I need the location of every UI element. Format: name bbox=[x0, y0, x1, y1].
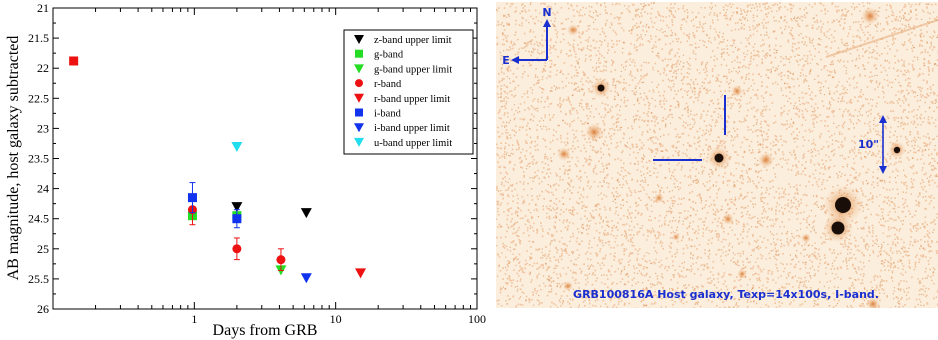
scale-bar: 10" bbox=[858, 115, 887, 174]
legend-label-g-band: g-band bbox=[374, 50, 404, 61]
z-band-upper-limit-point bbox=[231, 202, 243, 213]
image-caption: GRB100816A Host galaxy, Texp=14x100s, I-… bbox=[573, 288, 879, 301]
y-tick-label: 24.5 bbox=[28, 212, 49, 226]
r-band-point bbox=[69, 56, 79, 66]
galaxy-glow bbox=[861, 7, 879, 25]
legend-marker-g-band-upper-limit bbox=[354, 64, 364, 74]
r-band-point bbox=[276, 255, 286, 265]
y-tick-label: 22 bbox=[37, 61, 49, 75]
galaxy-glow bbox=[758, 152, 774, 168]
legend-label-i-band: i-band bbox=[374, 109, 402, 120]
host-galaxy-image: N E 10" GRB100816A Host galaxy, Texp=14x… bbox=[496, 2, 938, 308]
star-core bbox=[893, 146, 901, 154]
scale-bar-bottom-arrow bbox=[879, 166, 887, 174]
star-core bbox=[831, 221, 845, 235]
star-core bbox=[714, 153, 724, 163]
legend-label-r-band-upper-limit: r-band upper limit bbox=[374, 94, 450, 105]
legend-label-i-band-upper-limit: i-band upper limit bbox=[374, 123, 450, 134]
galaxy-glow bbox=[866, 297, 880, 308]
y-tick-label: 25 bbox=[37, 242, 49, 256]
legend-marker-u-band-upper-limit bbox=[354, 137, 364, 147]
i-band-point bbox=[232, 214, 242, 224]
legend-marker-g-band bbox=[355, 49, 363, 58]
y-tick-label: 24 bbox=[37, 182, 49, 196]
legend-label-u-band-upper-limit: u-band upper limit bbox=[374, 138, 452, 149]
host-marker bbox=[653, 95, 726, 161]
i-band-upper-limit-point bbox=[300, 273, 312, 284]
y-tick-label: 22.5 bbox=[28, 91, 49, 105]
legend-marker-i-band-upper-limit bbox=[354, 123, 364, 133]
star-core bbox=[597, 84, 605, 92]
legend-label-r-band: r-band bbox=[374, 79, 402, 90]
legend-marker-z-band-upper-limit bbox=[354, 35, 364, 44]
legend-label-z-band-upper-limit: z-band upper limit bbox=[374, 35, 452, 46]
axis-ticks: 21 21.5 22 22.5 23 23.5 24 24.5 25 25.5 26 1 10 100 bbox=[28, 1, 486, 326]
sky-sources bbox=[557, 7, 938, 308]
galaxy-glow bbox=[731, 85, 743, 97]
legend-box bbox=[343, 29, 474, 155]
compass: N E bbox=[502, 6, 551, 67]
y-tick-label: 21 bbox=[37, 1, 49, 15]
y-tick-label: 25.5 bbox=[28, 272, 49, 286]
x-tick-label: 10 bbox=[330, 312, 342, 326]
satellite-trail bbox=[825, 19, 938, 58]
y-tick-label: 26 bbox=[37, 302, 49, 316]
r-band-upper-limit-point bbox=[355, 268, 367, 279]
galaxy-glow bbox=[563, 281, 573, 291]
z-band-upper-limit-point bbox=[300, 208, 312, 219]
legend-label-g-band-upper-limit: g-band upper limit bbox=[374, 64, 452, 75]
galaxy-glow bbox=[737, 269, 747, 279]
x-tick-label: 100 bbox=[468, 312, 486, 326]
galaxy-glow bbox=[672, 233, 680, 241]
i-band-point bbox=[187, 193, 197, 203]
chart-legend: z-band upper limit g-band g-band upper lim… bbox=[343, 29, 474, 155]
y-axis-label: AB magnitude, host galaxy subtracted bbox=[5, 36, 22, 281]
east-label: E bbox=[502, 54, 510, 67]
u-band-upper-limit-point bbox=[231, 141, 243, 152]
scale-bar-top-arrow bbox=[879, 115, 887, 123]
legend-marker-r-band-upper-limit bbox=[354, 93, 364, 103]
legend-marker-r-band bbox=[355, 79, 363, 88]
galaxy-glow bbox=[567, 24, 579, 36]
galaxy-glow bbox=[654, 193, 664, 203]
scale-bar-label: 10" bbox=[858, 138, 879, 151]
north-label: N bbox=[542, 6, 551, 19]
r-band-point bbox=[232, 244, 242, 254]
star-core bbox=[835, 197, 851, 213]
galaxy-glow bbox=[722, 213, 734, 225]
galaxy-glow bbox=[557, 147, 571, 161]
y-tick-label: 21.5 bbox=[28, 31, 49, 45]
galaxy-glow bbox=[801, 233, 811, 243]
sky-image-svg: N E 10" GRB100816A Host galaxy, Texp=14x… bbox=[496, 2, 938, 308]
y-tick-label: 23.5 bbox=[28, 152, 49, 166]
x-tick-label: 1 bbox=[191, 312, 197, 326]
chart-marks bbox=[69, 56, 367, 284]
legend-marker-i-band bbox=[355, 108, 363, 117]
x-axis-label: Days from GRB bbox=[213, 322, 318, 339]
east-arrowhead bbox=[511, 56, 519, 64]
y-tick-label: 23 bbox=[37, 121, 49, 135]
north-arrowhead bbox=[543, 19, 551, 27]
galaxy-glow bbox=[585, 123, 603, 141]
